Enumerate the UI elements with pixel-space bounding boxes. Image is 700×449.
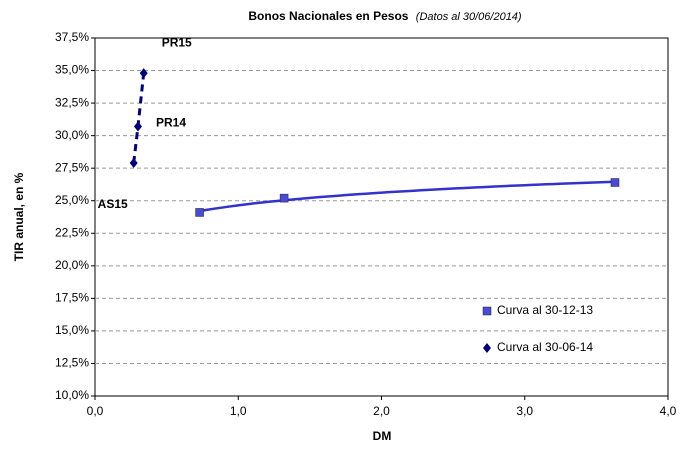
point	[139, 68, 148, 79]
y-tick-label: 17,5%	[55, 291, 89, 305]
y-tick-label: 27,5%	[55, 160, 89, 174]
point	[133, 121, 142, 132]
point-label: PR14	[156, 116, 186, 130]
point	[610, 178, 620, 187]
y-tick-label: 20,0%	[55, 258, 89, 272]
y-tick-label: 15,0%	[55, 323, 89, 337]
series-line	[132, 72, 146, 164]
point	[195, 208, 204, 217]
y-tick-label: 25,0%	[55, 193, 89, 207]
y-tick-label: 32,5%	[55, 95, 89, 109]
trendline	[199, 180, 616, 213]
y-tick-label: 30,0%	[55, 128, 89, 142]
y-tick-label: 12,5%	[55, 356, 89, 370]
y-axis-label: TIR anual, en %	[12, 172, 26, 261]
y-tick-label: 22,5%	[55, 225, 89, 239]
legend-marker	[483, 343, 491, 353]
y-tick-label: 35,0%	[55, 63, 89, 77]
chart-title: Bonos Nacionales en Pesos	[248, 9, 408, 23]
x-tick-label: 0,0	[87, 404, 104, 418]
y-tick-label: 37,5%	[55, 30, 89, 44]
y-tick-label: 10,0%	[55, 388, 89, 402]
chart-title-group: Bonos Nacionales en Pesos (Datos al 30/0…	[248, 9, 522, 23]
point-label: PR15	[162, 35, 192, 49]
x-tick-label: 3,0	[516, 404, 533, 418]
point	[279, 193, 289, 203]
x-tick-label: 2,0	[373, 404, 390, 418]
x-axis-label: DM	[373, 429, 392, 443]
point	[129, 157, 138, 168]
point-label: AS15	[98, 197, 128, 211]
x-tick-label: 4,0	[660, 404, 677, 418]
chart-subtitle: (Datos al 30/06/2014)	[416, 11, 522, 23]
legend-marker	[482, 306, 492, 316]
legend-label: Curva al 30-12-13	[497, 303, 593, 317]
legend-label: Curva al 30-06-14	[497, 340, 593, 354]
x-tick-label: 1,0	[230, 404, 247, 418]
